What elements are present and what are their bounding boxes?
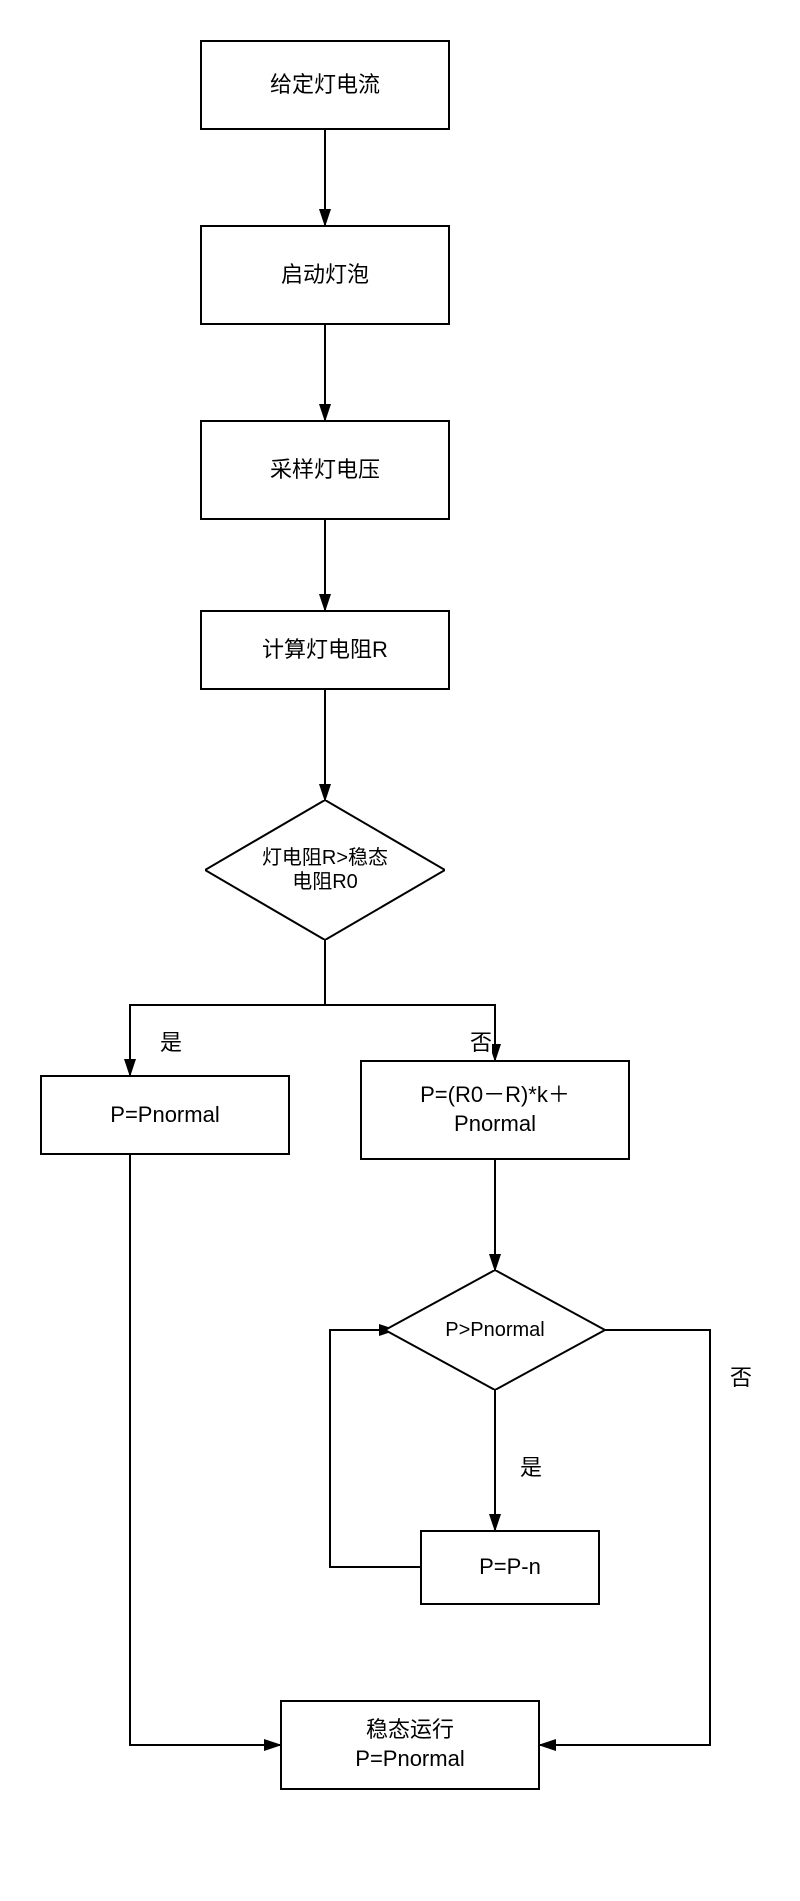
node-label: 稳态运行 P=Pnormal — [355, 1716, 464, 1773]
edge-label-yes-2: 是 — [520, 1450, 542, 1482]
node-label: P=Pnormal — [110, 1101, 219, 1130]
decision-label: P>Pnormal — [445, 1318, 545, 1342]
node-calc-resistance: 计算灯电阻R — [200, 610, 450, 690]
node-start-bulb: 启动灯泡 — [200, 225, 450, 325]
node-p-minus-n: P=P-n — [420, 1530, 600, 1605]
edge-label-no-1: 否 — [470, 1025, 492, 1057]
node-label: 采样灯电压 — [270, 456, 380, 485]
edge-label-yes-1: 是 — [160, 1025, 182, 1057]
node-given-current: 给定灯电流 — [200, 40, 450, 130]
node-sample-voltage: 采样灯电压 — [200, 420, 450, 520]
node-label: P=(R0－R)*k＋ Pnormal — [420, 1081, 570, 1138]
decision-r-gt-r0: 灯电阻R>稳态 电阻R0 — [225, 800, 425, 940]
node-steady-state: 稳态运行 P=Pnormal — [280, 1700, 540, 1790]
edge-label-no-2: 否 — [730, 1360, 752, 1392]
node-label: 给定灯电流 — [270, 71, 380, 100]
decision-label: 灯电阻R>稳态 电阻R0 — [262, 846, 388, 894]
node-label: 启动灯泡 — [281, 261, 369, 290]
node-p-normal-yes: P=Pnormal — [40, 1075, 290, 1155]
node-p-formula: P=(R0－R)*k＋ Pnormal — [360, 1060, 630, 1160]
node-label: 计算灯电阻R — [262, 636, 388, 665]
decision-p-gt-pnormal: P>Pnormal — [395, 1270, 595, 1390]
node-label: P=P-n — [479, 1553, 541, 1582]
